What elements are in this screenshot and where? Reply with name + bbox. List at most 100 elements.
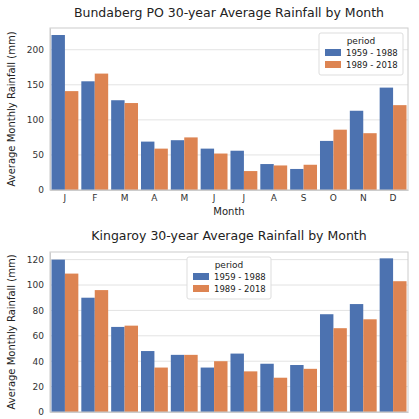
bar bbox=[81, 81, 94, 190]
plot-frame bbox=[50, 28, 408, 190]
y-tick: 150 bbox=[27, 80, 50, 90]
bar bbox=[380, 258, 393, 412]
y-tick-label: 100 bbox=[27, 115, 44, 125]
legend-box bbox=[187, 257, 271, 299]
x-tick: M bbox=[180, 190, 188, 203]
chart: 0 50 100 150 200 J F M A M J J A S O N D Bundaberg PO 30-… bbox=[6, 5, 409, 217]
bar bbox=[260, 364, 273, 412]
y-tick-label: 50 bbox=[33, 150, 45, 160]
plot-background bbox=[50, 28, 408, 190]
title: Kingaroy 30-year Average Rainfall by Mon… bbox=[91, 228, 366, 243]
bar bbox=[393, 105, 406, 190]
y-tick-label: 60 bbox=[33, 331, 45, 341]
bar bbox=[125, 326, 138, 412]
y-tick-label: 40 bbox=[33, 357, 45, 367]
bar bbox=[201, 149, 214, 190]
bar bbox=[214, 361, 227, 412]
bar bbox=[290, 169, 303, 190]
legend-title: period bbox=[347, 36, 376, 46]
bar bbox=[350, 111, 363, 190]
y-tick-label: 0 bbox=[38, 185, 44, 195]
legend-label: 1959 - 1988 bbox=[214, 272, 266, 282]
bar bbox=[230, 354, 243, 412]
y-axis-line bbox=[50, 253, 51, 413]
bar bbox=[393, 281, 406, 412]
x-tick-label: J bbox=[242, 193, 246, 203]
legend: period1959 - 19881989 - 2018 bbox=[187, 257, 271, 299]
y-axis-label: Average Monthly Rainfall (mm) bbox=[6, 31, 17, 186]
bar bbox=[320, 314, 333, 412]
x-tick-label: F bbox=[92, 193, 97, 203]
x-tick-label: D bbox=[390, 193, 397, 203]
x-axis-line bbox=[51, 190, 409, 191]
y-tick-label: 200 bbox=[27, 45, 44, 55]
legend-label: 1959 - 1988 bbox=[346, 48, 398, 58]
x-tick-label: J bbox=[63, 193, 67, 203]
bar bbox=[111, 327, 124, 412]
bar bbox=[65, 91, 78, 190]
bars bbox=[51, 258, 406, 412]
figure: 050100150200JFMAMJJASONDBundaberg PO 30-… bbox=[0, 0, 419, 419]
bar bbox=[304, 165, 317, 190]
bar bbox=[320, 141, 333, 190]
bar bbox=[363, 133, 376, 190]
x-tick: A bbox=[151, 190, 158, 203]
title: Bundaberg PO 30-year Average Rainfall by… bbox=[74, 5, 384, 20]
bar bbox=[380, 88, 393, 190]
y-tick: 120 bbox=[27, 255, 50, 265]
bar bbox=[230, 151, 243, 190]
plot-frame bbox=[50, 252, 408, 412]
bar bbox=[350, 304, 363, 412]
x-tick: J bbox=[212, 190, 216, 203]
x-tick: A bbox=[271, 190, 278, 203]
y-tick-label: 150 bbox=[27, 80, 44, 90]
bar bbox=[333, 328, 346, 412]
bar bbox=[171, 140, 184, 190]
y-axis-line bbox=[50, 29, 51, 191]
legend-label: 1989 - 2018 bbox=[214, 284, 266, 294]
bar bbox=[111, 100, 124, 190]
y-axis-label: Average Monthly Rainfall (mm) bbox=[6, 254, 17, 409]
y-tick: 20 bbox=[33, 382, 50, 392]
y-tick: 60 bbox=[33, 331, 50, 341]
bar bbox=[290, 365, 303, 412]
x-axis-line bbox=[51, 412, 409, 413]
bar bbox=[244, 171, 257, 190]
x-tick: J bbox=[63, 190, 67, 203]
legend-swatch bbox=[325, 61, 341, 68]
x-tick-label: N bbox=[360, 193, 367, 203]
y-tick-label: 80 bbox=[33, 306, 45, 316]
y-tick: 0 bbox=[38, 407, 50, 417]
legend-swatch bbox=[193, 285, 209, 292]
y-axis: 0 50 100 150 200 bbox=[27, 29, 51, 196]
x-axis-label: Month bbox=[213, 206, 244, 217]
bar bbox=[51, 260, 64, 412]
y-tick-label: 120 bbox=[27, 255, 44, 265]
x-tick-label: A bbox=[271, 193, 278, 203]
x-tick: O bbox=[330, 190, 337, 203]
bar bbox=[171, 355, 184, 412]
y-tick: 80 bbox=[33, 306, 50, 316]
bar bbox=[125, 103, 138, 190]
legend-box bbox=[319, 33, 403, 75]
chart: 0 20 40 60 80 100 120 Kingaroy 30-year Average … bbox=[6, 228, 409, 417]
y-tick-label: 20 bbox=[33, 382, 45, 392]
bar bbox=[184, 355, 197, 412]
bar bbox=[184, 137, 197, 190]
x-axis bbox=[51, 412, 409, 414]
legend-swatch bbox=[193, 273, 209, 280]
bar bbox=[201, 368, 214, 412]
y-tick: 100 bbox=[27, 280, 50, 290]
bar bbox=[154, 149, 167, 190]
x-tick-label: M bbox=[121, 193, 129, 203]
y-tick-label: 100 bbox=[27, 280, 44, 290]
bar bbox=[141, 351, 154, 412]
bar bbox=[260, 164, 273, 190]
bar bbox=[65, 274, 78, 412]
plot-background bbox=[50, 252, 408, 412]
bar bbox=[95, 290, 108, 412]
x-tick-label: J bbox=[212, 193, 216, 203]
x-tick: S bbox=[301, 190, 307, 203]
x-tick-label: O bbox=[330, 193, 337, 203]
x-axis: JFMAMJJASOND bbox=[51, 190, 409, 203]
